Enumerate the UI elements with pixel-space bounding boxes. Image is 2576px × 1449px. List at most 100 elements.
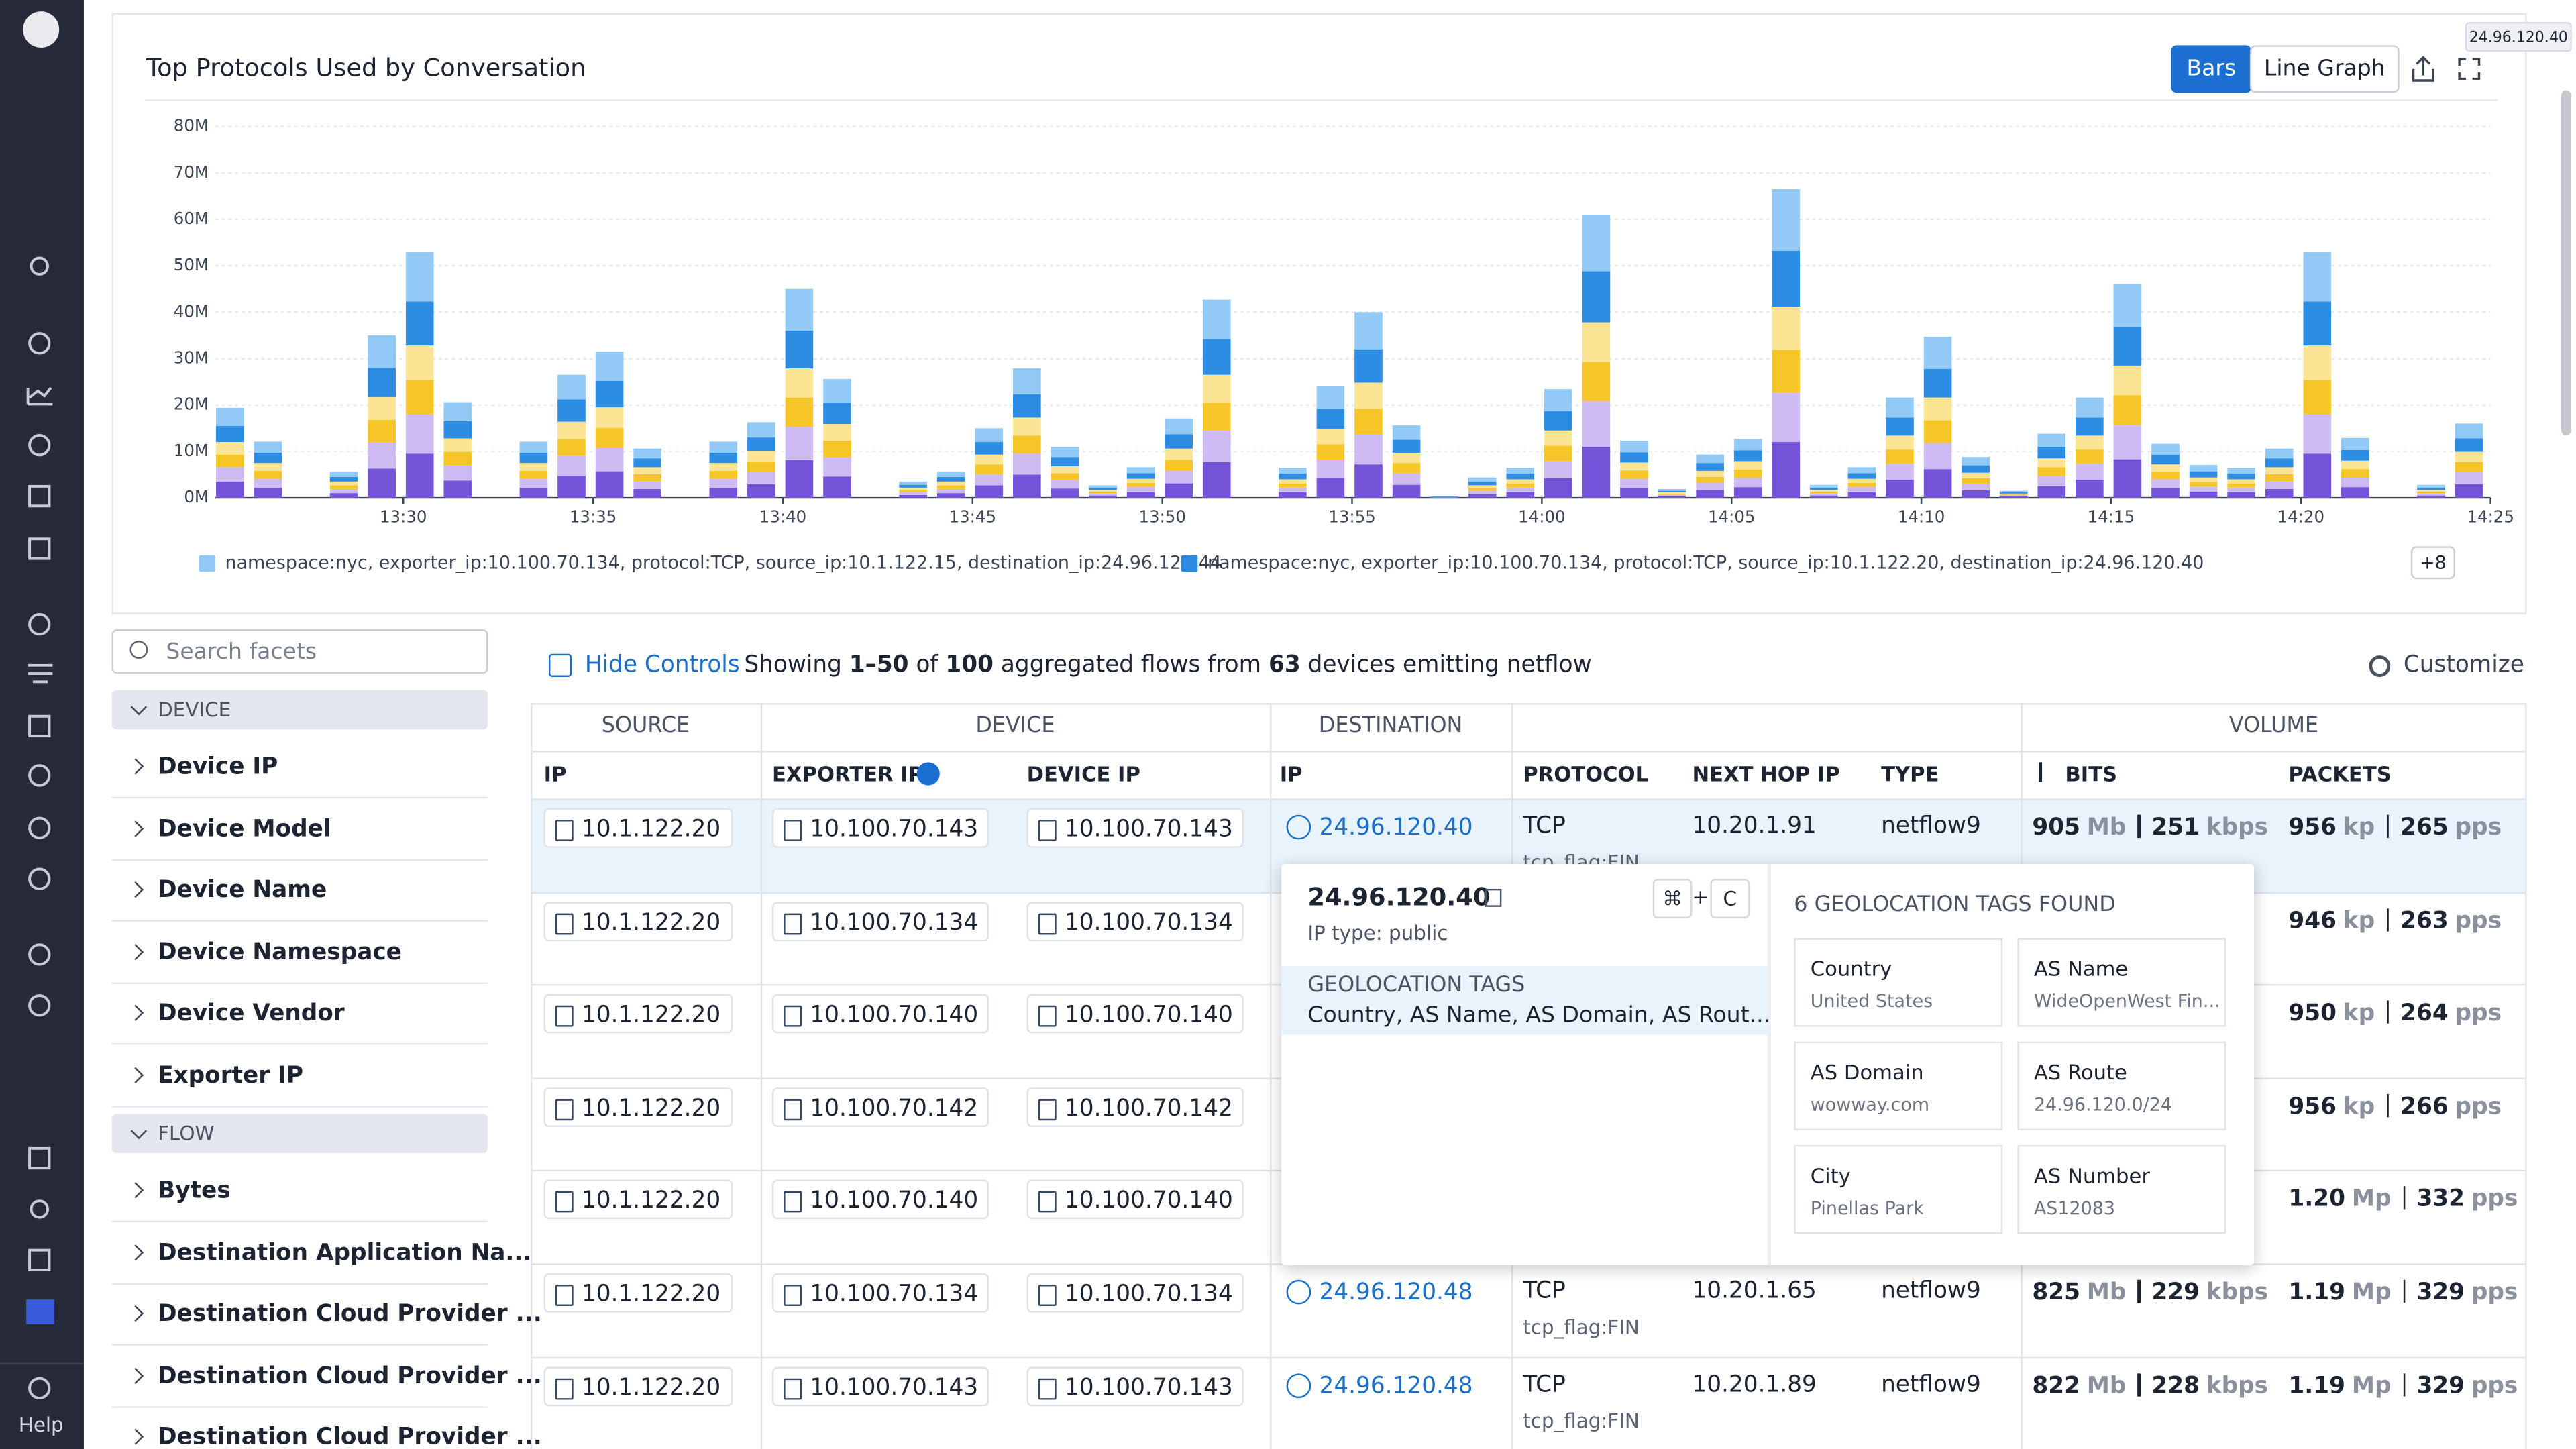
watchdog-icon[interactable]	[28, 994, 51, 1017]
column-header[interactable]: NEXT HOP IP	[1692, 761, 1840, 786]
ip-chip[interactable]: 10.1.122.20	[543, 994, 733, 1034]
legend-more-label[interactable]: +8	[2420, 553, 2447, 574]
table-row[interactable]	[532, 1356, 2526, 1449]
facet-item[interactable]: Device Model	[158, 816, 331, 843]
geo-section[interactable]	[1281, 966, 1768, 1035]
geo-section-text: Country, AS Name, AS Domain, AS Rout...	[1307, 1002, 1771, 1029]
view-toggle[interactable]	[2249, 45, 2400, 93]
network-icon[interactable]	[28, 612, 51, 636]
destination-ip[interactable]: 24.96.120.48	[1280, 1273, 1473, 1313]
integrations-icon[interactable]	[28, 1146, 51, 1170]
metrics-icon[interactable]	[26, 386, 53, 406]
perf-icon[interactable]	[28, 943, 51, 966]
customize[interactable]: Customize	[2403, 652, 2524, 679]
facet-item[interactable]: Destination Cloud Provider ...	[158, 1425, 542, 1449]
help-icon[interactable]	[28, 1377, 51, 1400]
list-icon[interactable]	[28, 663, 53, 684]
view-toggle-label[interactable]: Line Graph	[2264, 54, 2385, 80]
bits-part: 825	[2032, 1279, 2080, 1306]
facet-search[interactable]: Search facets	[111, 629, 488, 674]
synthetics-icon[interactable]	[28, 867, 51, 890]
logo[interactable]	[23, 11, 60, 48]
bar-segment	[519, 463, 548, 471]
ip-chip[interactable]: 10.100.70.143	[772, 808, 990, 848]
legend-swatch[interactable]	[199, 555, 215, 572]
apm-icon[interactable]	[28, 484, 51, 508]
facet-item[interactable]: Device Vendor	[158, 1001, 345, 1028]
ip-chip[interactable]: 10.100.70.142	[772, 1087, 990, 1127]
help-label[interactable]: Help	[19, 1413, 64, 1436]
facet-item[interactable]: Device Namespace	[158, 939, 402, 966]
ip-chip[interactable]: 10.100.70.140	[772, 1180, 990, 1220]
help-icon[interactable]	[916, 762, 940, 786]
ip-chip[interactable]: 10.100.70.143	[1026, 808, 1244, 848]
search-icon[interactable]	[30, 256, 49, 276]
column-header[interactable]: BITS	[2065, 761, 2118, 786]
flows-icon[interactable]	[28, 764, 51, 787]
ip-chip[interactable]: 10.100.70.143	[772, 1366, 990, 1406]
facet-section-header[interactable]	[111, 690, 488, 730]
hide-controls-icon[interactable]	[548, 653, 572, 677]
legend-swatch[interactable]	[1181, 555, 1198, 572]
ip-chip[interactable]: 10.100.70.134	[772, 901, 990, 941]
facet-item[interactable]: Device IP	[158, 754, 278, 781]
geo-tag-card: AS Domain wowway.com	[1794, 1041, 2003, 1130]
column-header[interactable]: TYPE	[1881, 761, 1939, 786]
facet-item[interactable]: Device Name	[158, 877, 327, 904]
bar-segment	[1316, 460, 1345, 478]
ip-chip[interactable]: 10.100.70.134	[772, 1273, 990, 1313]
ip-chip[interactable]: 10.1.122.20	[543, 1180, 733, 1220]
column-header[interactable]: IP	[543, 761, 567, 786]
copy-icon[interactable]	[1485, 888, 1502, 907]
bar-segment	[747, 462, 775, 472]
facet-item[interactable]: Destination Cloud Provider ...	[158, 1363, 542, 1390]
facet-section-header[interactable]	[111, 1114, 488, 1154]
facet-item[interactable]: Bytes	[158, 1177, 231, 1205]
popover-divider	[1768, 864, 1772, 1265]
ip-chip[interactable]: 10.1.122.20	[543, 1087, 733, 1127]
facet-item[interactable]: Exporter IP	[158, 1063, 304, 1089]
ip-chip[interactable]: 10.1.122.20	[543, 901, 733, 941]
legend-more[interactable]	[2410, 546, 2456, 580]
destination-ip[interactable]: 24.96.120.40	[1280, 808, 1473, 848]
column-header[interactable]: PACKETS	[2288, 761, 2392, 786]
export-icon[interactable]	[2412, 56, 2434, 82]
column-header[interactable]: DEVICE IP	[1026, 761, 1140, 786]
ip-chip[interactable]: 10.1.122.20	[543, 808, 733, 848]
ip-chip[interactable]: 10.100.70.142	[1026, 1087, 1244, 1127]
dash-icon[interactable]	[28, 714, 51, 738]
view-toggle-label[interactable]: Bars	[2186, 54, 2236, 80]
incidents-icon[interactable]	[28, 1248, 51, 1272]
ip-chip[interactable]: 10.1.122.20	[543, 1273, 733, 1313]
facet-section-title: DEVICE	[158, 698, 231, 722]
bar-segment	[254, 463, 282, 471]
security-icon[interactable]	[28, 816, 51, 839]
bar-segment	[709, 463, 738, 471]
history-icon[interactable]	[28, 332, 51, 355]
logs-icon[interactable]	[28, 537, 51, 560]
new-icon[interactable]	[30, 1199, 49, 1219]
fullscreen-icon[interactable]	[2458, 58, 2481, 80]
column-header[interactable]: IP	[1279, 761, 1303, 786]
monitors-icon[interactable]	[28, 434, 51, 457]
ip-chip[interactable]: 10.100.70.140	[772, 994, 990, 1034]
customize-icon[interactable]	[2369, 655, 2391, 677]
legend-label[interactable]: namespace:nyc, exporter_ip:10.100.70.134…	[1208, 553, 2204, 574]
ip-chip[interactable]: 10.100.70.134	[1026, 1273, 1244, 1313]
bar-segment	[254, 487, 282, 498]
column-header[interactable]: PROTOCOL	[1523, 761, 1649, 786]
ip-chip[interactable]: 10.100.70.140	[1026, 994, 1244, 1034]
hide-controls[interactable]: Hide Controls	[584, 652, 740, 679]
search-placeholder[interactable]: Search facets	[166, 639, 317, 665]
bar-segment	[1544, 389, 1572, 411]
ip-chip[interactable]: 10.100.70.140	[1026, 1180, 1244, 1220]
ip-chip[interactable]: 10.100.70.134	[1026, 901, 1244, 941]
ip-chip[interactable]: 10.100.70.143	[1026, 1366, 1244, 1406]
ip-chip[interactable]: 10.1.122.20	[543, 1366, 733, 1406]
user-avatar[interactable]	[26, 1299, 54, 1324]
column-header[interactable]: EXPORTER IP	[772, 761, 924, 786]
destination-ip[interactable]: 24.96.120.48	[1280, 1366, 1473, 1406]
facet-item[interactable]: Destination Application Na...	[158, 1239, 532, 1267]
facet-item[interactable]: Destination Cloud Provider ...	[158, 1301, 542, 1328]
legend-label[interactable]: namespace:nyc, exporter_ip:10.100.70.134…	[225, 553, 1222, 574]
